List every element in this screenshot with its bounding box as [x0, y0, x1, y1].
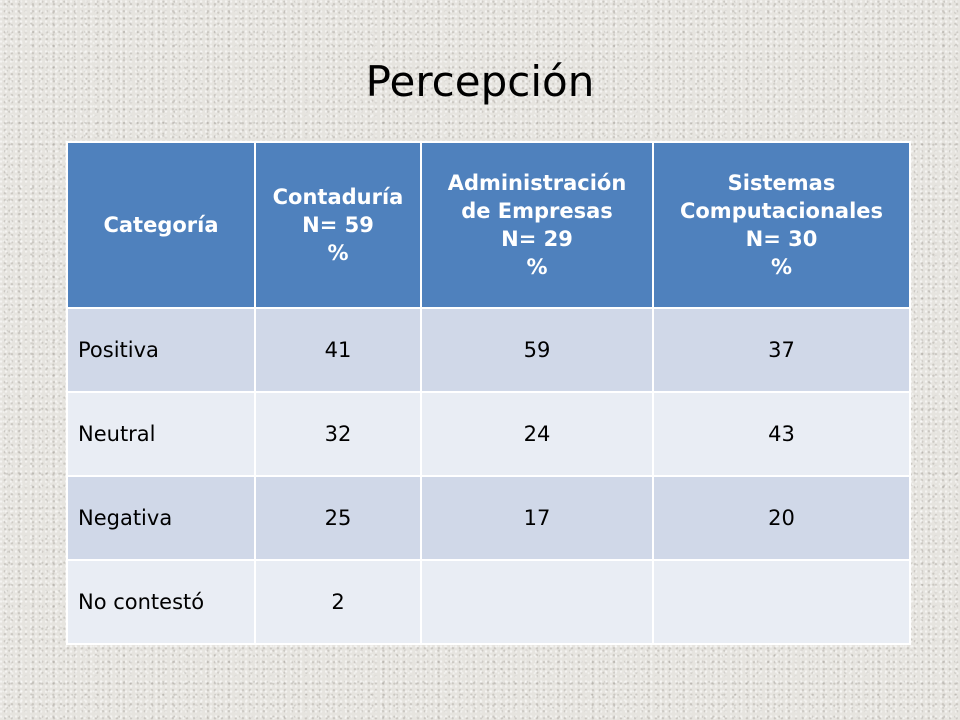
cell-category: Positiva	[66, 307, 256, 393]
header-contaduria: Contaduría N= 59 %	[254, 141, 422, 309]
header-line: Computacionales	[679, 199, 884, 223]
cell-contaduria: 41	[254, 307, 422, 393]
header-administracion: Administración de Empresas N= 29 %	[420, 141, 654, 309]
header-line: N= 59	[302, 213, 374, 237]
cell-administracion: 17	[420, 475, 654, 561]
header-line: Contaduría	[272, 185, 404, 209]
table-row-no-contesto: No contestó 2	[66, 559, 911, 645]
header-line: N= 29	[501, 227, 573, 251]
cell-contaduria: 2	[254, 559, 422, 645]
header-line: %	[526, 255, 548, 279]
slide-title: Percepción	[365, 57, 595, 106]
table-row-positiva: Positiva 41 59 37	[66, 307, 911, 393]
cell-administracion	[420, 559, 654, 645]
cell-sistemas: 37	[652, 307, 911, 393]
cell-contaduria: 32	[254, 391, 422, 477]
header-sistemas: Sistemas Computacionales N= 30 %	[652, 141, 911, 309]
cell-administracion: 59	[420, 307, 654, 393]
header-line: Administración	[447, 171, 627, 195]
header-row: Categoría Contaduría N= 59 % Administrac…	[66, 141, 911, 309]
cell-administracion: 24	[420, 391, 654, 477]
cell-category: No contestó	[66, 559, 256, 645]
cell-sistemas: 43	[652, 391, 911, 477]
cell-contaduria: 25	[254, 475, 422, 561]
table-row-neutral: Neutral 32 24 43	[66, 391, 911, 477]
header-categoria: Categoría	[66, 141, 256, 309]
cell-sistemas	[652, 559, 911, 645]
header-line: Sistemas	[727, 171, 836, 195]
header-line: %	[327, 241, 349, 265]
cell-sistemas: 20	[652, 475, 911, 561]
cell-category: Negativa	[66, 475, 256, 561]
table-row-negativa: Negativa 25 17 20	[66, 475, 911, 561]
perception-table: Categoría Contaduría N= 59 % Administrac…	[66, 141, 911, 645]
header-line: de Empresas	[461, 199, 613, 223]
header-line: %	[770, 255, 793, 279]
cell-category: Neutral	[66, 391, 256, 477]
header-line: N= 30	[745, 227, 818, 251]
header-line: Categoría	[103, 213, 219, 237]
